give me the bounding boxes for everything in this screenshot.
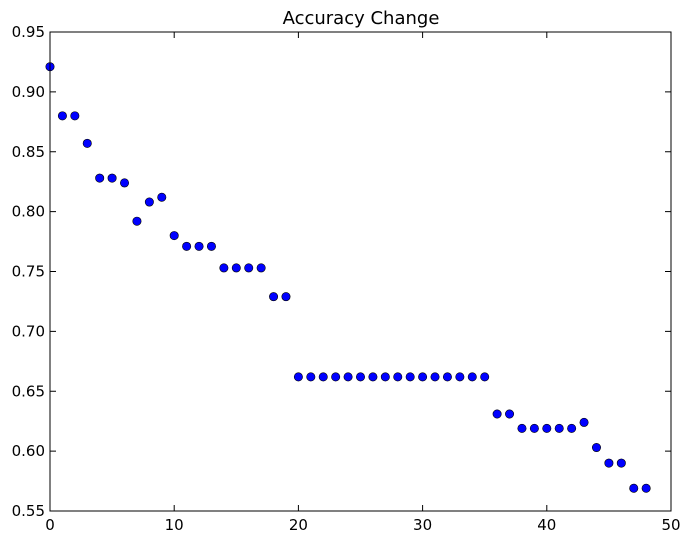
data-points <box>45 62 651 493</box>
data-point <box>169 231 179 241</box>
y-tick-label: 0.65 <box>12 382 45 400</box>
x-tick-label: 30 <box>413 516 432 534</box>
data-point <box>107 173 117 183</box>
data-point <box>616 458 626 468</box>
data-point <box>492 409 502 419</box>
data-point <box>331 372 341 382</box>
data-point <box>405 372 415 382</box>
data-point <box>567 423 577 433</box>
data-point <box>542 423 552 433</box>
ticks-layer: 0 10 20 30 40 50 0.55 0.60 0.65 0.70 0.75 0.80 0.85 0… <box>12 23 681 534</box>
data-point <box>393 372 403 382</box>
data-point <box>505 409 515 419</box>
data-point <box>529 423 539 433</box>
data-point <box>95 173 105 183</box>
plot-area-frame <box>49 31 672 512</box>
y-tick-label: 0.80 <box>12 203 45 221</box>
x-tick-label: 50 <box>661 516 680 534</box>
y-tick-label: 0.95 <box>12 23 45 41</box>
y-tick-label: 0.55 <box>12 502 45 520</box>
data-point <box>132 216 142 226</box>
data-point <box>380 372 390 382</box>
data-point <box>281 292 291 302</box>
data-point <box>57 111 67 121</box>
y-tick-label: 0.85 <box>12 143 45 161</box>
data-point <box>231 263 241 273</box>
y-tick-label: 0.90 <box>12 83 45 101</box>
data-point <box>70 111 80 121</box>
data-point <box>517 423 527 433</box>
data-point <box>306 372 316 382</box>
x-tick-label: 0 <box>45 516 55 534</box>
data-point <box>343 372 353 382</box>
x-tick-label: 40 <box>537 516 556 534</box>
y-tick-label: 0.75 <box>12 263 45 281</box>
data-point <box>219 263 229 273</box>
y-tick-label: 0.60 <box>12 442 45 460</box>
data-point <box>579 417 589 427</box>
data-point <box>157 192 167 202</box>
data-point <box>244 263 254 273</box>
x-tick-label: 20 <box>289 516 308 534</box>
data-point <box>269 292 279 302</box>
data-point <box>144 197 154 207</box>
x-tick-label: 10 <box>165 516 184 534</box>
data-point <box>554 423 564 433</box>
data-point <box>641 483 651 493</box>
data-point <box>256 263 266 273</box>
data-point <box>368 372 378 382</box>
data-point <box>467 372 477 382</box>
data-point <box>442 372 452 382</box>
chart-title: Accuracy Change <box>283 8 440 29</box>
data-point <box>591 443 601 453</box>
data-point <box>120 178 130 188</box>
data-point <box>355 372 365 382</box>
data-point <box>194 241 204 251</box>
data-point <box>629 483 639 493</box>
data-point <box>293 372 303 382</box>
data-point <box>455 372 465 382</box>
data-point <box>480 372 490 382</box>
data-point <box>318 372 328 382</box>
data-point <box>430 372 440 382</box>
data-point <box>604 458 614 468</box>
data-point <box>418 372 428 382</box>
data-point <box>206 241 216 251</box>
y-tick-label: 0.70 <box>12 322 45 340</box>
data-point <box>82 138 92 148</box>
data-point <box>182 241 192 251</box>
